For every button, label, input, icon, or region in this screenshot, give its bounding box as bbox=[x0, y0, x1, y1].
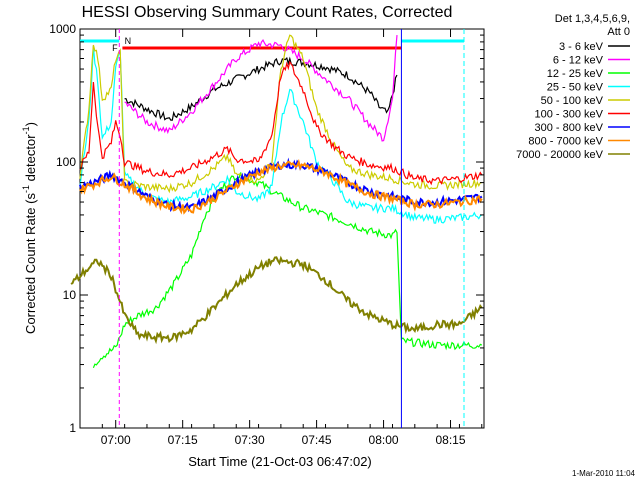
y-axis-label-mid: detector bbox=[23, 134, 38, 185]
axes-layer: 07:00 07:15 07:30 07:45 08:00 08:15 1 10 100 1000 bbox=[49, 22, 484, 447]
x-axis-label: Start Time (21-Oct-03 06:47:02) bbox=[188, 454, 372, 469]
legend-label-9: 7000 - 20000 keV bbox=[516, 149, 604, 161]
legend-header-line-2: Att 0 bbox=[607, 26, 630, 38]
series-line-8 bbox=[79, 158, 483, 215]
legend-label-8: 800 - 7000 keV bbox=[528, 136, 603, 148]
series-line-9 bbox=[70, 255, 483, 345]
legend-label-3: 12 - 25 keV bbox=[547, 68, 604, 80]
x-tick-label-2: 07:15 bbox=[168, 433, 198, 447]
markers-layer bbox=[118, 29, 465, 428]
y-axis-label-sup1: -1 bbox=[21, 185, 31, 193]
plot-frame bbox=[79, 28, 485, 429]
legend-label-2: 6 - 12 keV bbox=[553, 55, 604, 67]
x-tick-label-1: 07:00 bbox=[101, 433, 131, 447]
y-tick-label-1: 1 bbox=[69, 421, 76, 435]
timestamp: 1-Mar-2010 11:04 bbox=[572, 469, 636, 478]
legend-label-6: 100 - 300 keV bbox=[535, 109, 604, 121]
legend-label-1: 3 - 6 keV bbox=[559, 41, 604, 53]
x-tick-label-4: 07:45 bbox=[302, 433, 332, 447]
x-tick-label-3: 07:30 bbox=[235, 433, 265, 447]
y-axis-label-sup2: -1 bbox=[21, 126, 31, 134]
flags-layer: NF bbox=[80, 36, 464, 53]
legend-header: Det 1,3,4,5,6,9,Att 0 bbox=[555, 13, 630, 38]
x-tick-label-6: 08:15 bbox=[436, 433, 466, 447]
series-line-6 bbox=[79, 60, 483, 186]
series-layer bbox=[70, 34, 483, 369]
chart-title: HESSI Observing Summary Count Rates, Cor… bbox=[82, 4, 453, 21]
x-tick-label-5: 08:00 bbox=[369, 433, 399, 447]
series-line-5 bbox=[79, 34, 482, 194]
legend-label-5: 50 - 100 keV bbox=[541, 95, 604, 107]
y-tick-label-4: 1000 bbox=[49, 22, 76, 36]
y-axis-label: Corrected Count Rate (s-1 detector-1) bbox=[21, 122, 38, 334]
series-line-1 bbox=[124, 56, 398, 121]
night-flag-label: N bbox=[125, 36, 132, 46]
legend-label-4: 25 - 50 keV bbox=[547, 82, 604, 94]
y-axis-label-end: ) bbox=[23, 122, 38, 126]
legend-label-7: 300 - 800 keV bbox=[535, 122, 604, 134]
y-axis-label-main: Corrected Count Rate (s bbox=[23, 193, 38, 334]
series-line-2 bbox=[124, 35, 398, 142]
y-tick-label-3: 100 bbox=[56, 155, 76, 169]
y-tick-label-2: 10 bbox=[63, 288, 77, 302]
series-line-3 bbox=[92, 172, 483, 369]
legend-header-line-1: Det 1,3,4,5,6,9, bbox=[555, 13, 630, 25]
flare-flag-label: F bbox=[112, 43, 118, 53]
